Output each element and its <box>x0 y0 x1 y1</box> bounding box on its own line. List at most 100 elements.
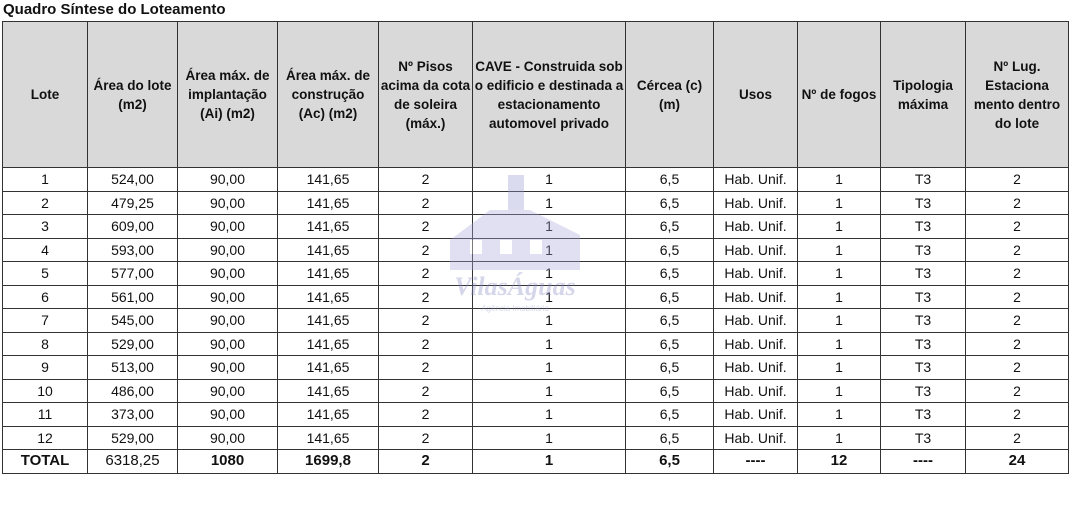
table-cell: 529,00 <box>87 331 178 356</box>
table-cell: 90,00 <box>177 190 278 215</box>
table-cell: 6,5 <box>625 167 714 192</box>
table-cell: 1 <box>472 308 626 333</box>
table-cell: T3 <box>880 190 966 215</box>
table-cell: Hab. Unif. <box>713 402 798 427</box>
table-cell: 545,00 <box>87 308 178 333</box>
table-cell: 486,00 <box>87 378 178 403</box>
table-cell: 2 <box>378 167 473 192</box>
table-cell: 1 <box>797 331 881 356</box>
table-row: 3 609,00 90,00 141,65 2 1 6,5 Hab. Unif. 1 T3 2 <box>2 214 1069 239</box>
table-cell: 2 <box>378 378 473 403</box>
header-row: Lote Área do lote (m2) Área máx. de implan… <box>2 21 1069 168</box>
table-cell: 2 <box>2 190 88 215</box>
table-cell: 90,00 <box>177 167 278 192</box>
table-cell: 90,00 <box>177 331 278 356</box>
column-header: Área do lote (m2) <box>87 21 178 168</box>
loteamento-table: Lote Área do lote (m2) Área máx. de implan… <box>2 21 1069 474</box>
table-cell: 2 <box>965 331 1069 356</box>
table-row: 11 373,00 90,00 141,65 2 1 6,5 Hab. Unif. 1 T3 2 <box>2 402 1069 427</box>
table-cell: 529,00 <box>87 425 178 450</box>
table-cell: 141,65 <box>277 190 379 215</box>
table-cell: 1 <box>472 331 626 356</box>
table-cell: 11 <box>2 402 88 427</box>
table-cell: 6,5 <box>625 331 714 356</box>
table-cell: 1 <box>472 402 626 427</box>
table-cell: 141,65 <box>277 355 379 380</box>
table-cell: 373,00 <box>87 402 178 427</box>
table-cell: 1 <box>797 284 881 309</box>
table-title: Quadro Síntese do Loteamento <box>3 1 226 18</box>
table-cell: 1 <box>797 425 881 450</box>
table-cell: 10 <box>2 378 88 403</box>
table-cell: 1 <box>797 378 881 403</box>
table-cell: 1 <box>472 190 626 215</box>
table-row: 12 529,00 90,00 141,65 2 1 6,5 Hab. Unif. 1 T3 2 <box>2 425 1069 450</box>
column-header: Nº Pisos acima da cota de soleira (máx.) <box>378 21 473 168</box>
table-cell: 1 <box>472 425 626 450</box>
table-cell: 593,00 <box>87 237 178 262</box>
total-cell: 1699,8 <box>277 449 379 474</box>
table-cell: 2 <box>965 308 1069 333</box>
column-header: Lote <box>2 21 88 168</box>
table-cell: 90,00 <box>177 284 278 309</box>
table-row: 5 577,00 90,00 141,65 2 1 6,5 Hab. Unif. 1 T3 2 <box>2 261 1069 286</box>
table-cell: 141,65 <box>277 402 379 427</box>
table-cell: 141,65 <box>277 331 379 356</box>
table-cell: Hab. Unif. <box>713 167 798 192</box>
table-row: 2 479,25 90,00 141,65 2 1 6,5 Hab. Unif. 1 T3 2 <box>2 190 1069 215</box>
table-cell: 513,00 <box>87 355 178 380</box>
table-cell: T3 <box>880 167 966 192</box>
table-cell: 141,65 <box>277 378 379 403</box>
table-cell: 141,65 <box>277 284 379 309</box>
table-cell: T3 <box>880 425 966 450</box>
column-header: Cércea (c) (m) <box>625 21 714 168</box>
table-cell: Hab. Unif. <box>713 214 798 239</box>
table-cell: 90,00 <box>177 378 278 403</box>
table-row: 6 561,00 90,00 141,65 2 1 6,5 Hab. Unif. 1 T3 2 <box>2 284 1069 309</box>
table-cell: Hab. Unif. <box>713 355 798 380</box>
total-cell: 1 <box>472 449 626 474</box>
table-cell: 6,5 <box>625 190 714 215</box>
table-cell: 577,00 <box>87 261 178 286</box>
table-cell: T3 <box>880 308 966 333</box>
table-cell: 1 <box>797 355 881 380</box>
table-cell: 2 <box>965 190 1069 215</box>
total-cell: 6318,25 <box>87 449 178 474</box>
column-header: Nº Lug. Estaciona mento dentro do lote <box>965 21 1069 168</box>
table-cell: T3 <box>880 237 966 262</box>
table-cell: 2 <box>378 331 473 356</box>
table-cell: 141,65 <box>277 308 379 333</box>
table-row: 9 513,00 90,00 141,65 2 1 6,5 Hab. Unif. 1 T3 2 <box>2 355 1069 380</box>
table-cell: T3 <box>880 284 966 309</box>
table-cell: 1 <box>797 237 881 262</box>
table-cell: 1 <box>472 378 626 403</box>
table-cell: 2 <box>378 425 473 450</box>
table-cell: 2 <box>965 214 1069 239</box>
column-header: Tipologia máxima <box>880 21 966 168</box>
table-cell: 2 <box>965 355 1069 380</box>
table-cell: 3 <box>2 214 88 239</box>
table-row: 10 486,00 90,00 141,65 2 1 6,5 Hab. Unif. 1 T3 2 <box>2 378 1069 403</box>
table-cell: 141,65 <box>277 167 379 192</box>
table-cell: 1 <box>797 214 881 239</box>
table-cell: 4 <box>2 237 88 262</box>
table-cell: 1 <box>2 167 88 192</box>
table-cell: 1 <box>797 261 881 286</box>
table-cell: 141,65 <box>277 214 379 239</box>
table-cell: 2 <box>378 308 473 333</box>
table-cell: 90,00 <box>177 214 278 239</box>
table-cell: 6 <box>2 284 88 309</box>
column-header: Área máx. de implantação (Ai) (m2) <box>177 21 278 168</box>
table-cell: Hab. Unif. <box>713 425 798 450</box>
total-row: TOTAL 6318,25 1080 1699,8 2 1 6,5 ---- 12 ---- 24 <box>2 449 1069 474</box>
table-cell: 2 <box>965 167 1069 192</box>
table-cell: 2 <box>378 284 473 309</box>
table-cell: 1 <box>797 402 881 427</box>
table-cell: 1 <box>472 167 626 192</box>
table-cell: 524,00 <box>87 167 178 192</box>
table-cell: 1 <box>472 261 626 286</box>
total-cell: ---- <box>713 449 798 474</box>
table-cell: Hab. Unif. <box>713 261 798 286</box>
table-cell: 8 <box>2 331 88 356</box>
table-cell: 9 <box>2 355 88 380</box>
